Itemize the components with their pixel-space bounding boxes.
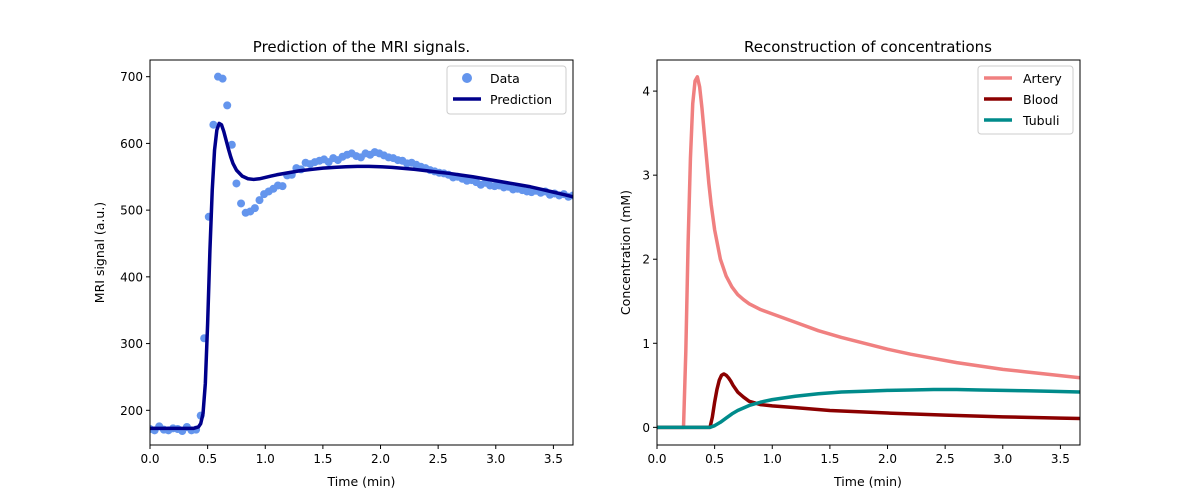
- x-tick-label: 2.0: [878, 452, 897, 466]
- legend-label-tubuli: Tubuli: [1022, 113, 1059, 128]
- x-tick-label: 3.0: [486, 452, 505, 466]
- x-tick-label: 3.0: [993, 452, 1012, 466]
- data-point: [227, 140, 236, 149]
- series-layer: [150, 72, 573, 435]
- y-tick-label: 4: [642, 85, 650, 99]
- data-point: [209, 120, 218, 129]
- data-point: [278, 182, 287, 191]
- x-tick-label: 0.5: [705, 452, 724, 466]
- plot-frame: [656, 59, 1081, 446]
- y-tick-label: 300: [120, 337, 143, 351]
- legend-label-data: Data: [490, 71, 520, 86]
- series-tubuli-line: [657, 387, 1080, 430]
- x-tick-label: 1.0: [763, 452, 782, 466]
- legend: Artery Blood Tubuli: [977, 65, 1074, 135]
- x-tick-label: 1.5: [313, 452, 332, 466]
- legend-box: [446, 65, 567, 115]
- data-point: [237, 199, 246, 208]
- chart-title: Prediction of the MRI signals.: [253, 38, 470, 56]
- y-tick-label: 2: [642, 253, 650, 267]
- x-tick-label: 2.5: [429, 452, 448, 466]
- x-tick-label: 1.0: [256, 452, 275, 466]
- chart-title: Reconstruction of concentrations: [744, 38, 992, 56]
- y-tick-label: 0: [642, 421, 650, 435]
- legend-box: [977, 65, 1074, 135]
- data-point: [250, 204, 259, 213]
- series-blood-line: [657, 372, 1080, 430]
- data-point: [255, 196, 264, 205]
- data-point: [223, 101, 232, 110]
- legend-label-artery: Artery: [1023, 71, 1062, 86]
- data-point: [218, 74, 227, 83]
- chart-mri-signal: Prediction of the MRI signals. 0.0 0.5 1.0…: [92, 38, 574, 489]
- x-axis-label: Time (min): [833, 474, 902, 489]
- y-tick-label: 700: [120, 70, 143, 84]
- legend-label-blood: Blood: [1023, 92, 1058, 107]
- x-tick-label: 3.5: [544, 452, 563, 466]
- ticks-layer: 0.0 0.5 1.0 1.5 2.0 2.5 3.0 3.5 0 1 2 3 4: [642, 85, 1070, 466]
- series-layer: [657, 75, 1080, 430]
- series-artery-line: [657, 75, 1080, 430]
- y-tick-label: 600: [120, 137, 143, 151]
- x-tick-label: 3.5: [1051, 452, 1070, 466]
- x-tick-label: 0.0: [140, 452, 159, 466]
- series-prediction-line: [150, 121, 573, 431]
- x-tick-label: 2.0: [371, 452, 390, 466]
- y-tick-label: 400: [120, 270, 143, 284]
- y-axis-label: Concentration (mM): [618, 190, 633, 315]
- plot-frame: [149, 59, 574, 446]
- x-axis-label: Time (min): [327, 474, 396, 489]
- x-tick-label: 0.5: [198, 452, 217, 466]
- y-tick-label: 500: [120, 204, 143, 218]
- legend: Data Prediction: [446, 65, 567, 115]
- x-tick-label: 0.0: [647, 452, 666, 466]
- y-tick-label: 200: [120, 404, 143, 418]
- x-tick-label: 2.5: [936, 452, 955, 466]
- x-tick-label: 1.5: [820, 452, 839, 466]
- chart-concentrations: Reconstruction of concentrations 0.0 0.5 1…: [618, 38, 1081, 489]
- y-tick-label: 3: [642, 169, 650, 183]
- legend-marker-data: [462, 73, 472, 83]
- data-point: [232, 179, 241, 188]
- legend-label-prediction: Prediction: [490, 92, 552, 107]
- y-axis-label: MRI signal (a.u.): [92, 202, 107, 303]
- ticks-layer: 0.0 0.5 1.0 1.5 2.0 2.5 3.0 3.5 200 300 400 500 600 7…: [120, 70, 563, 466]
- y-tick-label: 1: [642, 337, 650, 351]
